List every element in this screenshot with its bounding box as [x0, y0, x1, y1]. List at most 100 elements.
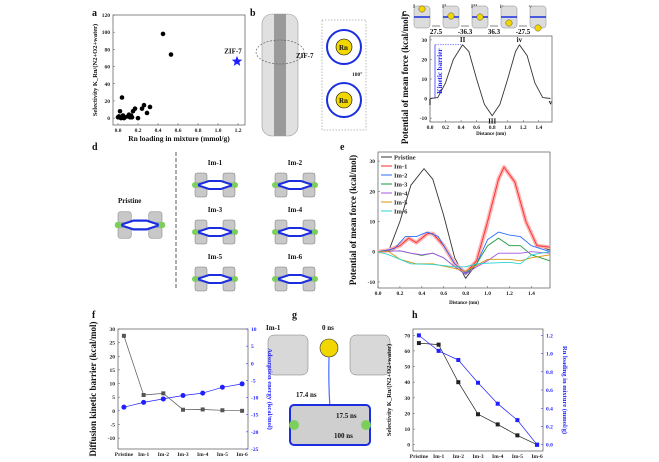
y-axis-label: Potential of mean force (kcal/mol) — [348, 155, 358, 285]
panel-label-e: e — [340, 142, 345, 153]
legend-label: Im-6 — [394, 209, 408, 216]
panel-label-g: g — [292, 310, 297, 321]
time-3: 100 ns — [334, 432, 353, 440]
y-tick-label: 30 — [110, 327, 116, 333]
zinc-atom — [114, 221, 122, 229]
y-axis-label: Potential of mean force (kcal/mol) — [400, 14, 410, 144]
x-tick-label: 1.0 — [484, 291, 491, 297]
x-tick-label: Im-4 — [197, 452, 209, 458]
y-tick-label: 20 — [422, 57, 428, 63]
x-tick-label: Im-1 — [433, 454, 445, 460]
transition-energy: -27.5 — [516, 28, 531, 36]
y2-tick-label: 1.0 — [546, 352, 553, 358]
panel-c-states: IIIIIIivv27.5-36.336.3-27.5 — [413, 4, 547, 36]
model-im-3 — [192, 219, 238, 245]
y-axis-label: Selectivity K_Rn/(N2+O2+water) — [92, 24, 99, 116]
y-tick-label: 25 — [110, 341, 116, 347]
data-point — [121, 333, 126, 338]
zinc-atom-left — [289, 420, 299, 430]
x-tick-label: 0.6 — [175, 128, 182, 134]
y-tick-label: 10 — [110, 382, 116, 388]
zoom-box — [321, 19, 367, 131]
x-tick-label: 0.0 — [375, 291, 382, 297]
y2-axis-label: Adsorption energy (kcal/mol) — [266, 348, 273, 430]
panel-label-h: h — [412, 310, 418, 321]
radon-atom — [476, 13, 484, 21]
y-tick-label: 50 — [405, 365, 411, 371]
state-label: iv — [517, 36, 523, 44]
x-tick-label: 0.2 — [396, 291, 403, 297]
pristine-model — [114, 211, 166, 239]
plot-frame — [412, 328, 544, 452]
legend-label: Im-3 — [394, 182, 408, 189]
model-im-4 — [272, 219, 318, 245]
y2-axis-label: Rn loading in mixture (mmol/g) — [561, 346, 568, 434]
x-tick-label: 0.8 — [462, 291, 469, 297]
x-tick-label: Im-6 — [531, 454, 543, 460]
y-tick-label: 5 — [112, 395, 115, 401]
time-0: 0 ns — [322, 324, 334, 332]
data-point — [436, 342, 441, 347]
y-tick-label: 30 — [405, 396, 411, 402]
radon-atom-top — [335, 38, 353, 56]
x-axis-label: Distance (nm) — [476, 132, 506, 137]
plot-frame — [117, 328, 249, 450]
x-tick-label: 0.0 — [115, 128, 122, 134]
data-point — [117, 108, 123, 114]
y-tick-label: 60 — [105, 65, 111, 71]
data-point — [239, 381, 245, 387]
x-tick-label: 0.6 — [440, 291, 447, 297]
panel-label-f: f — [92, 310, 96, 321]
x-tick-label: Im-5 — [512, 454, 524, 460]
data-point — [476, 380, 480, 385]
data-point — [147, 104, 153, 110]
zinc-atom — [232, 229, 238, 235]
model-label: Im-1 — [266, 324, 281, 332]
data-point — [200, 390, 206, 396]
data-point — [144, 110, 150, 116]
x-axis-label: Rn loading in mixture (mmol/g) — [128, 134, 230, 143]
y2-tick-label: -25 — [251, 447, 259, 453]
series-line-im-4 — [377, 250, 551, 275]
chart-h: Pristine Im-1 Im-2 Im-3 Im-4 Im-5 Im-6 0 10 20 30 4… — [386, 328, 568, 460]
model-im-2 — [272, 172, 318, 198]
x-tick-label: 0.0 — [427, 125, 434, 131]
time-1: 17.4 ns — [296, 391, 317, 399]
x-tick-label: Pristine — [410, 454, 429, 460]
data-point — [160, 31, 166, 37]
zinc-atom — [192, 229, 198, 235]
zinc-atom — [158, 221, 166, 229]
x-tick-label: Pristine — [115, 452, 134, 458]
panel-g-trajectory: Im-1 0 ns 17.4 ns 17.5 ns 100 ns — [266, 324, 391, 446]
pore-highlight-circle — [255, 39, 305, 65]
x-tick-label: 1.4 — [528, 291, 535, 297]
data-point — [515, 433, 520, 438]
data-point — [129, 114, 135, 120]
x-tick-label: 1.4 — [535, 125, 542, 131]
data-point — [416, 333, 421, 338]
data-point — [416, 341, 421, 346]
rn-label-bottom: Rn — [339, 97, 348, 105]
y-tick-label: 0 — [112, 409, 115, 415]
state-label: I — [413, 4, 415, 10]
x-tick-label: Im-3 — [177, 452, 189, 458]
x-tick-label: 0.6 — [473, 125, 480, 131]
data-point — [456, 357, 461, 362]
chart-e: 0.0 0.2 0.4 0.6 0.8 1.0 1.2 1.4 -10 0 10 20 30 Distan… — [348, 151, 551, 306]
panel-label-a: a — [92, 8, 97, 19]
pristine-label: Pristine — [118, 197, 141, 205]
model-im-5 — [192, 266, 238, 292]
legend-label: Pristine — [394, 155, 416, 162]
cage-window — [289, 404, 371, 446]
x-tick-label: 0.2 — [442, 125, 449, 131]
model-label: Im-6 — [288, 253, 303, 261]
y-tick-label: 10 — [405, 427, 411, 433]
y2-tick-label: -5 — [251, 378, 256, 384]
y-tick-label: 30 — [422, 38, 428, 44]
x-tick-label: 0.8 — [195, 128, 202, 134]
x-tick-label: 0.2 — [135, 128, 142, 134]
x-tick-label: Im-5 — [217, 452, 229, 458]
y-tick-label: 0 — [407, 443, 410, 449]
y-tick-label: 60 — [405, 349, 411, 355]
y2-tick-label: 5 — [251, 344, 254, 350]
